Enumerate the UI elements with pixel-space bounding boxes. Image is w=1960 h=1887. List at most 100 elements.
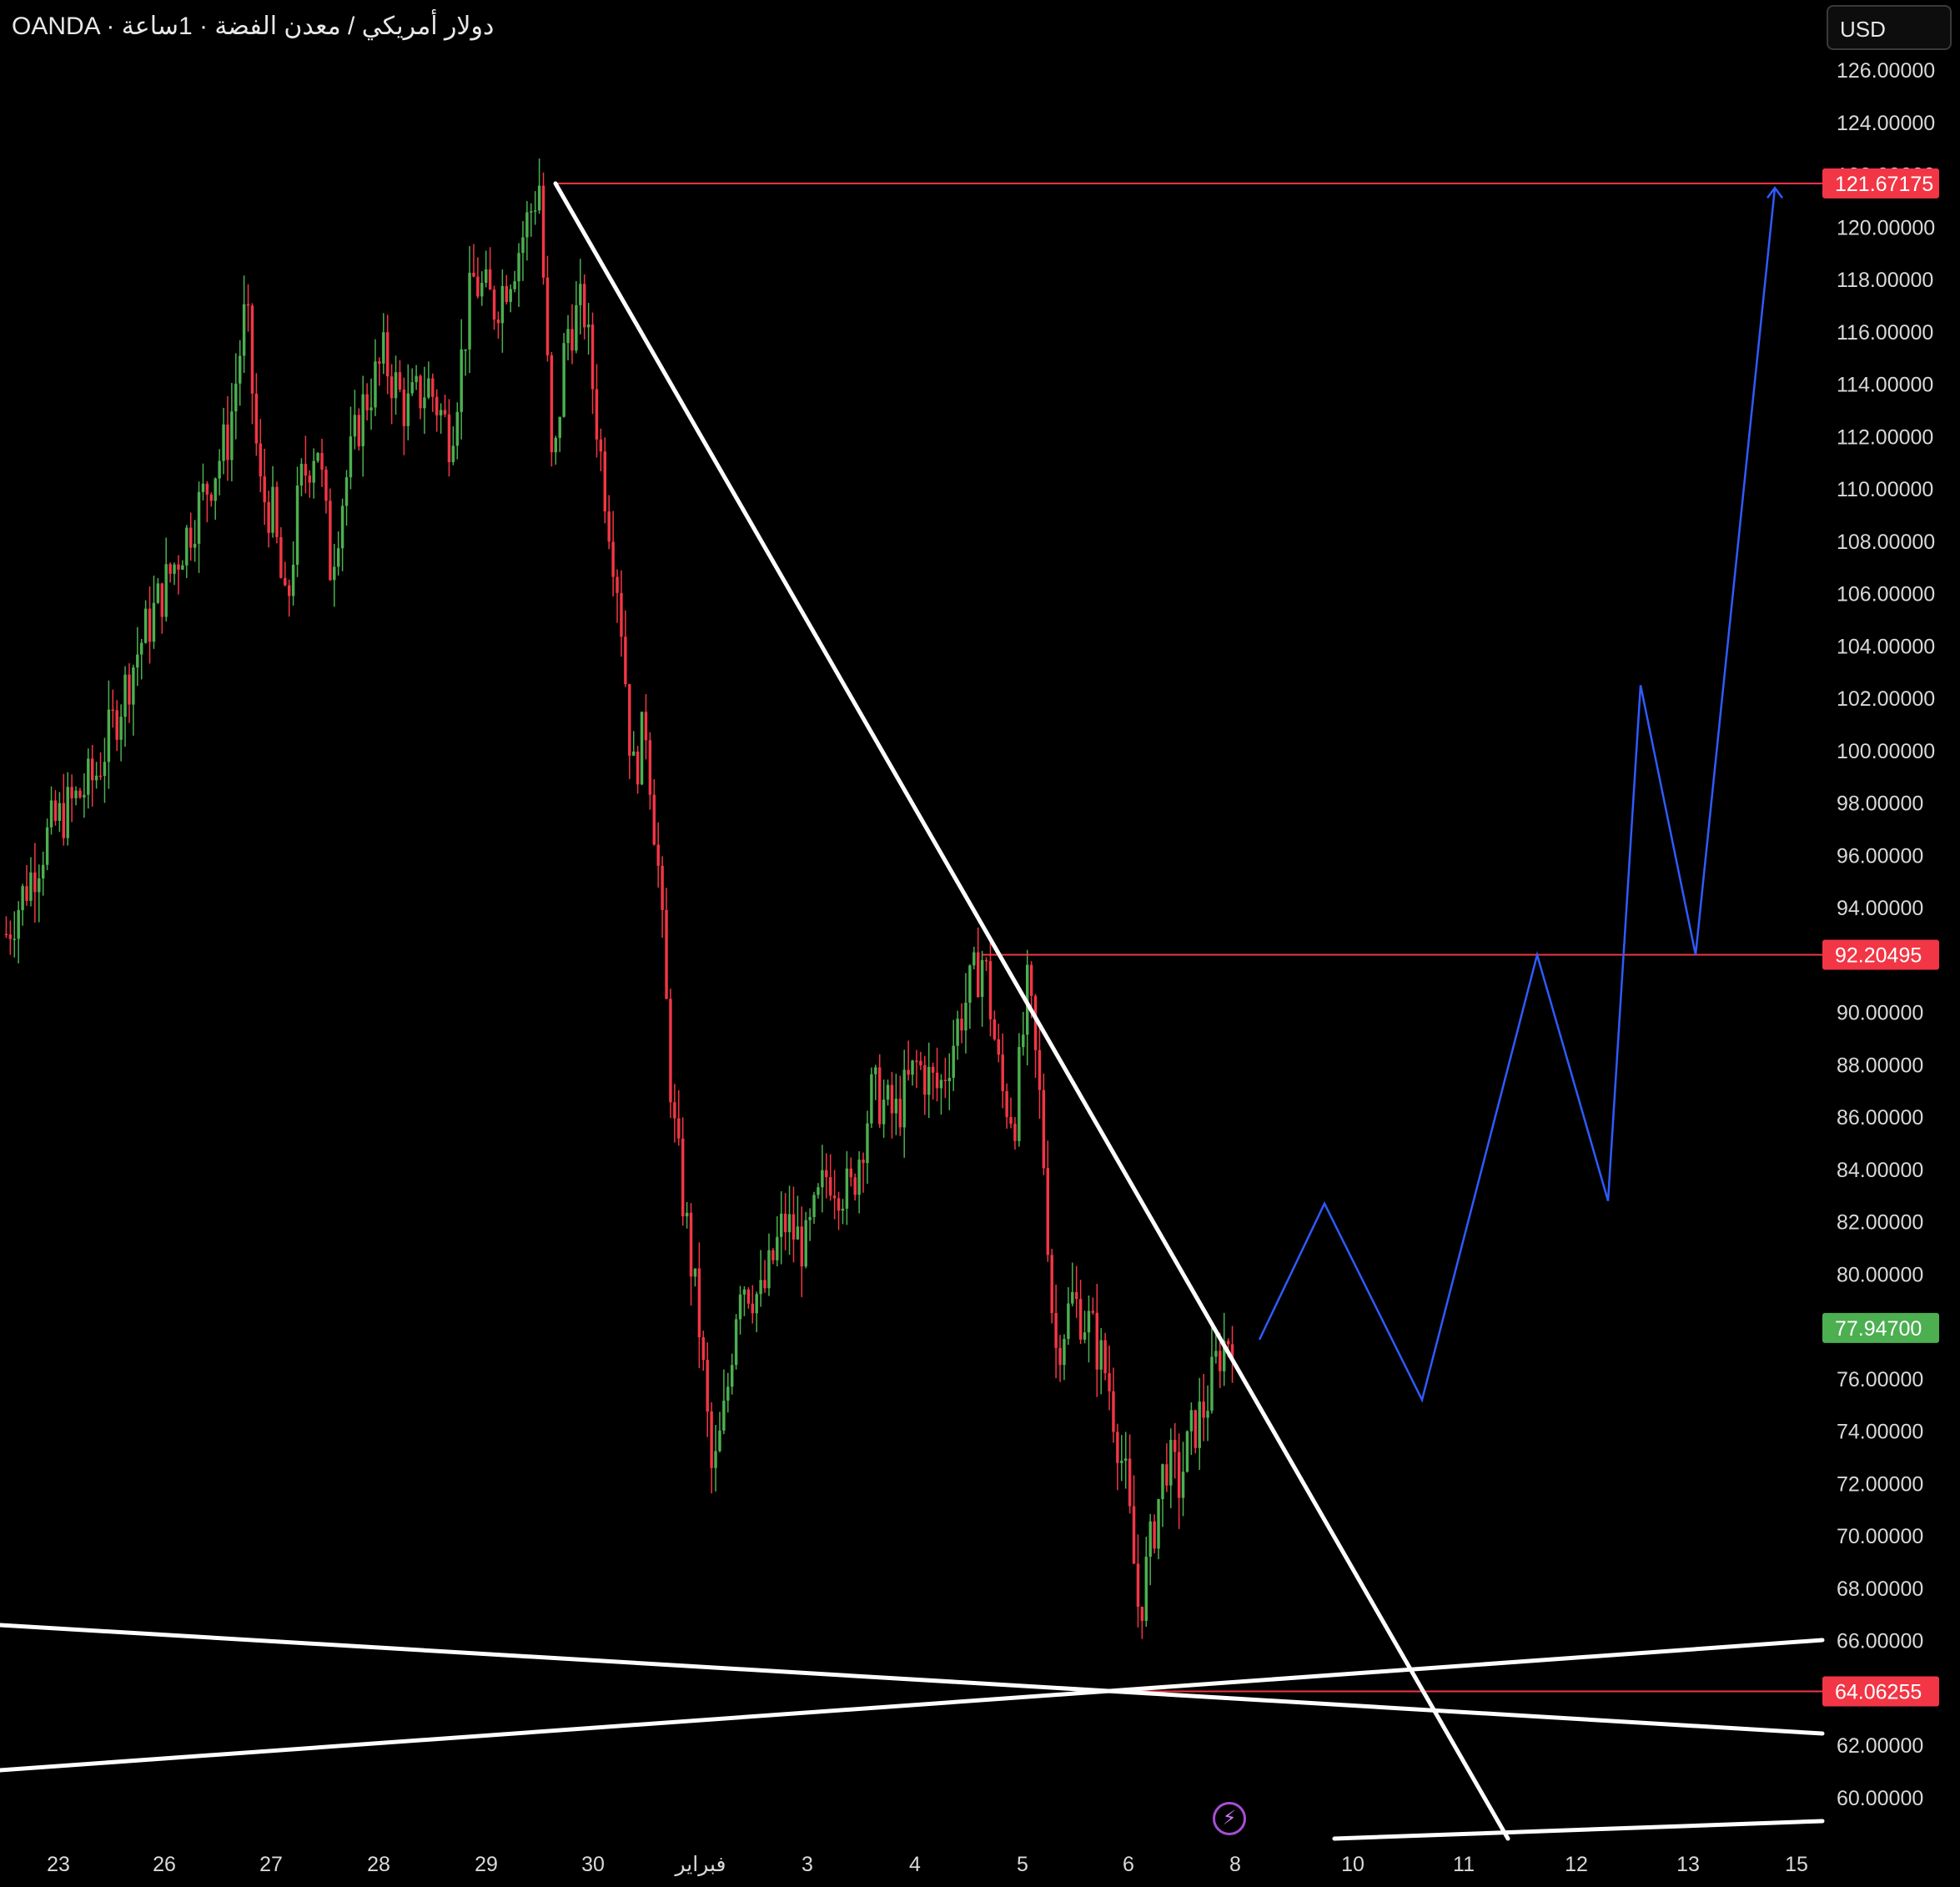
candle-body [234, 383, 238, 412]
price-tick-label: 126.00000 [1837, 59, 1935, 83]
candle-body [295, 486, 299, 565]
candle-body [419, 375, 422, 409]
candle-body [759, 1280, 762, 1295]
candle-body [33, 872, 37, 893]
candle-body [443, 410, 447, 415]
candle-body [259, 443, 263, 477]
candle-body [616, 576, 619, 593]
candle-body [984, 959, 988, 962]
candle-body [254, 393, 259, 444]
candle-body [828, 1177, 832, 1196]
candle-body [923, 1064, 927, 1095]
candle-body [558, 416, 561, 438]
price-badge [1822, 1676, 1939, 1707]
candle-body [812, 1195, 816, 1217]
candle-body [382, 332, 385, 364]
candle-body [636, 751, 640, 785]
price-tick-label: 102.00000 [1837, 687, 1935, 711]
candle-body [21, 886, 24, 910]
candle-body [8, 934, 13, 939]
candle-body [1123, 1458, 1128, 1462]
candle-body [1202, 1401, 1205, 1418]
candle-body [550, 355, 554, 453]
candle-body [242, 304, 246, 356]
candle-body [344, 477, 349, 506]
price-tick-label: 98.00000 [1837, 793, 1923, 816]
candle-body [496, 320, 500, 324]
candle-body [767, 1250, 771, 1289]
candle-body [751, 1303, 755, 1314]
candle-body [4, 933, 8, 935]
time-tick-label: 30 [581, 1853, 605, 1876]
candle-body [94, 775, 98, 781]
horizontal-levels [555, 182, 1822, 1693]
candle-body [304, 464, 308, 476]
candle-body [435, 396, 439, 415]
candle-body [1063, 1339, 1066, 1366]
candle-body [800, 1226, 804, 1267]
candle-body [1083, 1332, 1087, 1340]
candle-body [603, 451, 607, 512]
candle-body [357, 415, 361, 446]
candle-body [1189, 1410, 1194, 1432]
time-tick-label: 12 [1565, 1853, 1588, 1876]
candle-body [464, 349, 467, 351]
candle-body [890, 1084, 894, 1114]
candle-body [164, 564, 168, 617]
candle-body [640, 712, 644, 785]
candle-body [394, 372, 398, 399]
candle-body [209, 494, 214, 501]
candle-body [1185, 1431, 1189, 1472]
candle-body [1173, 1440, 1177, 1452]
candle-body [1103, 1340, 1107, 1374]
candle-body [1198, 1401, 1201, 1448]
time-tick-label: 6 [1123, 1853, 1134, 1876]
candle-body [410, 382, 414, 394]
candle-body [960, 1019, 963, 1031]
price-tick-label: 90.00000 [1837, 1002, 1923, 1025]
candle-body [279, 536, 283, 578]
candle-body [226, 424, 229, 460]
candle-body [13, 938, 17, 940]
trendline [0, 1638, 1825, 1773]
candle-body [299, 464, 304, 486]
candle-body [648, 740, 652, 795]
lightning-icon[interactable]: ⚡ [1213, 1802, 1246, 1835]
candle-body [939, 1079, 943, 1089]
candle-body [1033, 995, 1038, 1050]
candle-body [222, 424, 225, 461]
candle-body [1018, 1047, 1021, 1141]
candle-body [935, 1072, 939, 1089]
price-tick-label: 104.00000 [1837, 635, 1935, 658]
candle-body [1022, 1034, 1025, 1048]
candle-body [1091, 1311, 1095, 1313]
candle-body [808, 1216, 812, 1220]
price-tick-label: 106.00000 [1837, 583, 1935, 606]
price-tick-label: 96.00000 [1837, 844, 1923, 868]
candle-body [730, 1365, 734, 1387]
candle-body [1087, 1311, 1091, 1333]
price-badge-label: 64.06255 [1835, 1681, 1922, 1704]
candle-body [205, 483, 209, 495]
candle-body [406, 393, 410, 426]
trendline [553, 181, 1510, 1841]
candle-body [365, 394, 369, 410]
currency-button[interactable]: USD [1827, 5, 1952, 50]
candle-body [915, 1060, 918, 1062]
price-badge [1822, 168, 1939, 199]
candle-body [230, 411, 234, 460]
candle-body [398, 372, 402, 390]
candles-layer [4, 159, 1234, 1639]
candle-body [907, 1069, 910, 1075]
price-tick-label: 124.00000 [1837, 112, 1935, 135]
candle-body [480, 283, 484, 297]
candle-body [714, 1451, 717, 1468]
candle-body [484, 269, 488, 284]
candle-body [1038, 1049, 1042, 1090]
candle-body [964, 1002, 967, 1031]
candle-body [877, 1067, 882, 1125]
candle-body [119, 717, 123, 740]
candle-body [488, 269, 492, 290]
candle-body [976, 952, 980, 998]
